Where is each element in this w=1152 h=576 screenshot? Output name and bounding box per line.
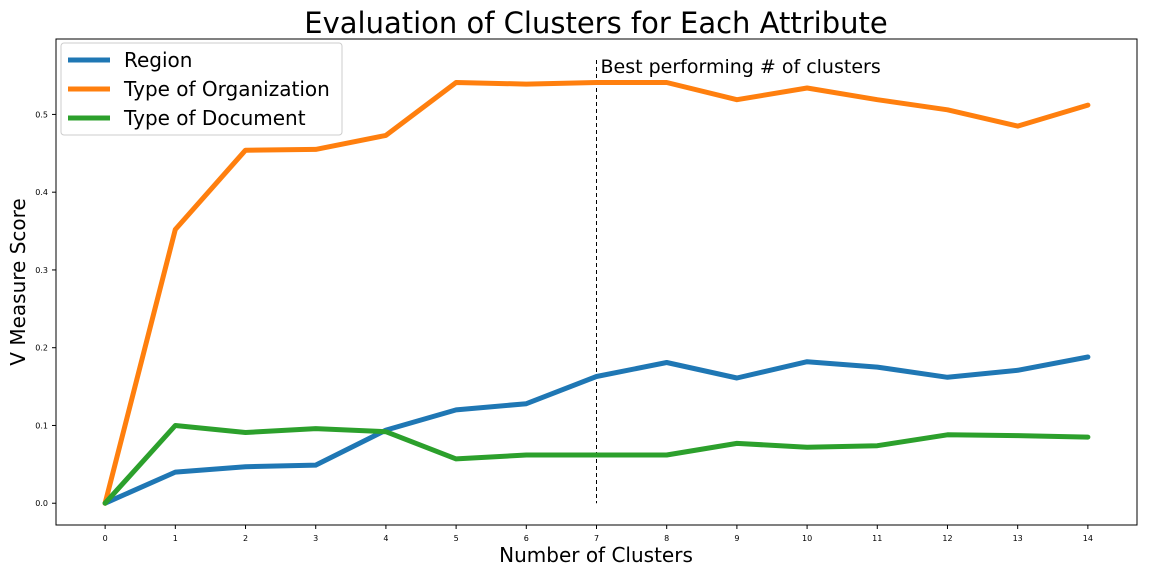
y-tick-label: 0.4 xyxy=(35,188,48,197)
x-tick-label: 9 xyxy=(734,534,739,543)
x-axis-label: Number of Clusters xyxy=(499,543,693,567)
y-tick-label: 0.2 xyxy=(35,344,48,353)
x-tick-label: 4 xyxy=(383,534,388,543)
annotation-group: Best performing # of clusters xyxy=(596,56,881,504)
x-tick-label: 3 xyxy=(313,534,318,543)
x-tick-label: 6 xyxy=(524,534,529,543)
x-tick-label: 2 xyxy=(243,534,248,543)
axis-ticks: 0 1 2 3 4 5 6 7 8 9 10 11 12 13 140.00.10.20.30.40.5 xyxy=(35,110,1093,543)
x-tick-label: 0 xyxy=(103,534,108,543)
legend-box xyxy=(60,42,343,136)
x-tick-label: 13 xyxy=(1013,534,1023,543)
y-tick-label: 0.1 xyxy=(35,421,48,430)
legend-label-type-of-document: Type of Document xyxy=(123,106,306,130)
x-tick-label: 14 xyxy=(1083,534,1093,543)
x-tick-label: 7 xyxy=(594,534,599,543)
x-tick-label: 11 xyxy=(872,534,882,543)
legend: Region Type of Organization Type of Docume… xyxy=(60,42,343,136)
y-tick-label: 0.0 xyxy=(35,499,48,508)
best-cluster-annotation: Best performing # of clusters xyxy=(601,56,881,78)
legend-label-region: Region xyxy=(124,48,192,72)
x-tick-label: 10 xyxy=(802,534,812,543)
x-tick-label: 12 xyxy=(942,534,952,543)
chart-title: Evaluation of Clusters for Each Attribut… xyxy=(304,6,887,40)
y-axis-label: V Measure Score xyxy=(6,198,30,365)
x-tick-label: 8 xyxy=(664,534,669,543)
y-tick-label: 0.3 xyxy=(35,266,48,275)
legend-label-type-of-organization: Type of Organization xyxy=(123,77,330,101)
series-lines xyxy=(102,80,1091,506)
x-tick-label: 1 xyxy=(173,534,178,543)
x-tick-label: 5 xyxy=(454,534,459,543)
y-tick-label: 0.5 xyxy=(35,110,48,119)
